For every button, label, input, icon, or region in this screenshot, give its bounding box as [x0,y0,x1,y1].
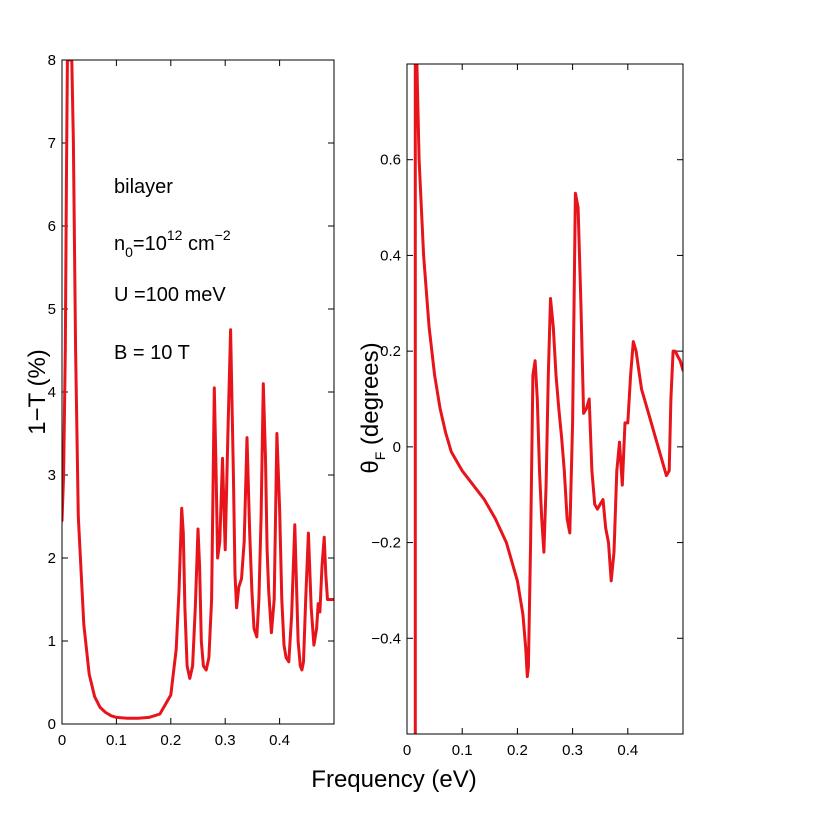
y-tick-label: −0.2 [371,535,401,552]
left-series-marks [62,60,334,720]
right-axes-frame [406,63,684,735]
x-tick-label: 0.2 [507,742,528,759]
y-tick-label: 0 [48,716,56,733]
right-y-label-rest: (degrees) [357,342,384,451]
annotation-density: n0=1012 cm−2 [114,227,231,260]
y-tick-label: 4 [48,384,56,401]
y-tick-label: 0.4 [380,247,401,264]
right-ticks: 0 0.1 0.2 0.3 0.4 −0.4 −0.2 0 0.2 0.4 0.6 [371,64,683,759]
right-series-marks [413,64,683,734]
y-tick-label: 6 [48,218,56,235]
annotation-gap: U =100 meV [114,284,226,306]
y-tick-label: 0.6 [380,152,401,169]
left-y-axis-label: 1−T (%) [24,349,51,435]
y-tick-label: 1 [48,633,56,650]
x-tick-label: 0.3 [215,732,236,749]
annotations: bilayer n0=1012 cm−2 U =100 meV B = 10 T [114,176,231,364]
y-tick-label: 3 [48,467,56,484]
right-y-axis-label: θF (degrees) [357,342,388,473]
y-tick-label: 5 [48,301,56,318]
x-tick-label: 0 [58,732,66,749]
x-tick-label: 0.1 [106,732,127,749]
y-tick-label: 7 [48,135,56,152]
density-unit: cm [182,233,214,255]
right-y-label-theta: θ [357,460,384,473]
density-exp: 12 [167,227,183,243]
right-y-label-sub: F [372,452,388,461]
density-unit-exp: −2 [215,227,231,243]
y-tick-label: −0.4 [371,630,401,647]
x-tick-label: 0.1 [452,742,473,759]
series-line-theta_F [413,64,683,734]
x-axis-label: Frequency (eV) [311,766,476,793]
x-tick-label: 0.3 [562,742,583,759]
x-tick-label: 0.4 [617,742,638,759]
annotation-field: B = 10 T [114,342,190,364]
y-tick-label: 8 [48,52,56,69]
density-sub: 0 [125,244,133,260]
x-tick-label: 0 [403,742,411,759]
density-eq: =10 [133,233,167,255]
density-base: n [114,233,125,255]
left-axes-frame [61,59,335,725]
right-panel-faraday-angle: 0 0.1 0.2 0.3 0.4 −0.4 −0.2 0 0.2 0.4 0.6 θF (degr… [357,63,684,759]
y-tick-label: 0 [393,439,401,456]
series-line-1-T [62,60,334,720]
annotation-material: bilayer [114,176,173,198]
x-tick-label: 0.2 [160,732,181,749]
y-tick-label: 0.2 [380,343,401,360]
x-tick-label: 0.4 [269,732,290,749]
y-tick-label: 2 [48,550,56,567]
